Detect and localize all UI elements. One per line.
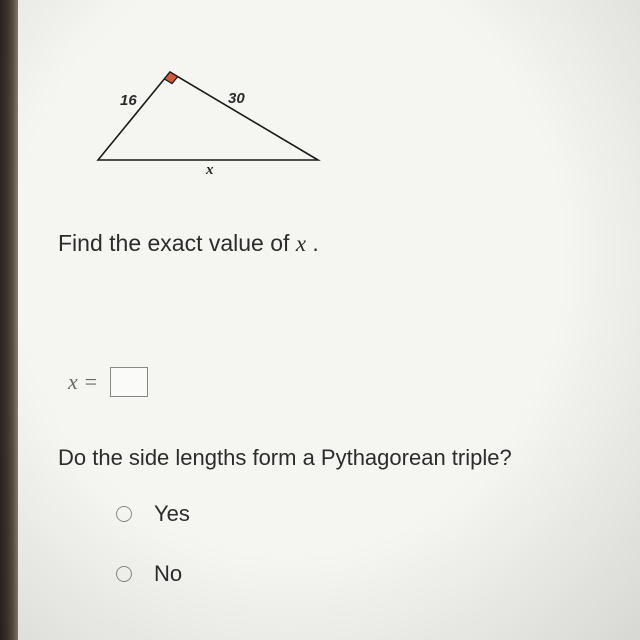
prompt-text: Find the exact value of x . bbox=[58, 230, 610, 257]
option-yes[interactable]: Yes bbox=[116, 501, 610, 527]
answer-input-box[interactable] bbox=[110, 367, 148, 397]
answer-row: x = bbox=[68, 367, 610, 397]
photo-left-edge bbox=[0, 0, 18, 640]
side-label-x: x bbox=[206, 162, 214, 179]
answer-lhs: x = bbox=[68, 369, 98, 395]
option-no-label: No bbox=[154, 561, 182, 587]
side-label-16: 16 bbox=[120, 92, 137, 109]
prompt-before: Find the exact value of bbox=[58, 230, 296, 256]
option-no[interactable]: No bbox=[116, 561, 610, 587]
prompt-x-symbol: x bbox=[296, 231, 306, 256]
options-group: Yes No bbox=[116, 501, 610, 587]
radio-no[interactable] bbox=[116, 566, 132, 582]
prompt-after: . bbox=[306, 230, 319, 256]
pythagorean-question: Do the side lengths form a Pythagorean t… bbox=[58, 445, 610, 471]
side-label-30: 30 bbox=[228, 90, 245, 107]
option-yes-label: Yes bbox=[154, 501, 190, 527]
radio-yes[interactable] bbox=[116, 506, 132, 522]
triangle-diagram: 16 30 x bbox=[78, 60, 338, 190]
worksheet-page: 16 30 x Find the exact value of x . x = … bbox=[18, 0, 640, 640]
